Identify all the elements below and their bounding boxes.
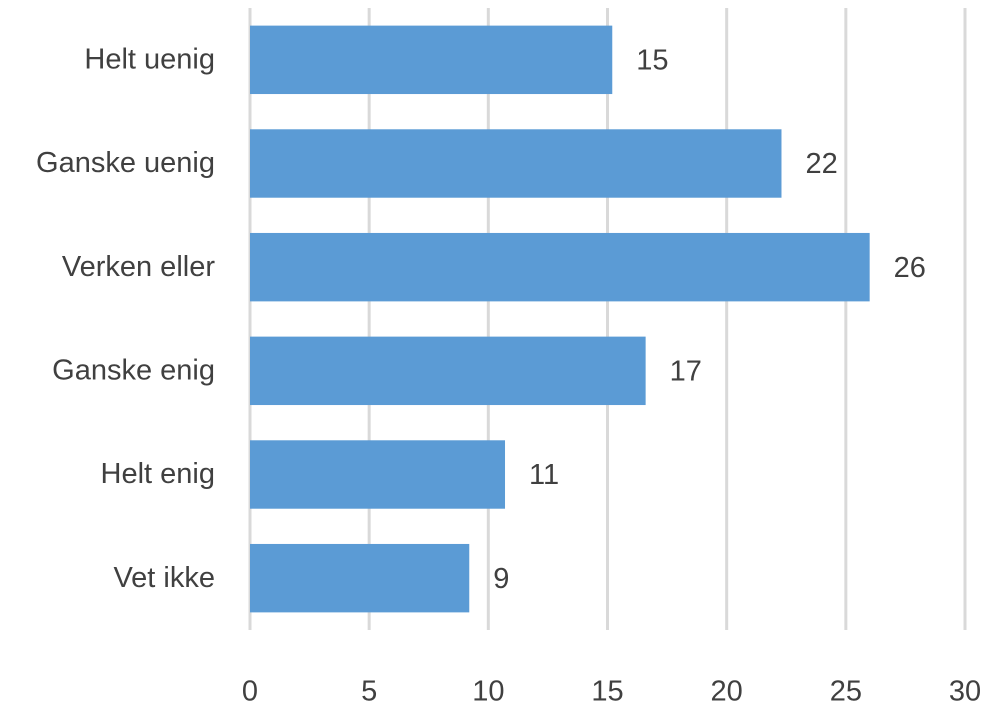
x-tick-label: 10 — [472, 676, 504, 708]
bar — [250, 25, 613, 95]
data-label: 17 — [670, 355, 702, 387]
x-tick-label: 5 — [361, 676, 377, 708]
bar — [250, 440, 506, 509]
data-label: 15 — [636, 44, 668, 76]
x-tick-label: 15 — [591, 676, 623, 708]
x-tick-label: 20 — [711, 676, 743, 708]
data-label: 22 — [805, 148, 837, 180]
y-tick-label: Vet ikke — [113, 562, 215, 594]
bar — [250, 232, 870, 302]
y-tick-label: Ganske enig — [52, 354, 215, 386]
y-tick-label: Helt enig — [101, 458, 215, 490]
x-tick-label: 30 — [949, 676, 981, 708]
data-label: 26 — [894, 252, 926, 284]
x-tick-label: 25 — [830, 676, 862, 708]
bar — [250, 129, 782, 198]
x-tick-label: 0 — [242, 676, 258, 708]
bar — [250, 336, 646, 406]
y-tick-label: Helt uenig — [84, 43, 215, 75]
data-label: 9 — [493, 563, 509, 595]
y-tick-label: Ganske uenig — [36, 147, 215, 179]
bar — [250, 543, 470, 613]
data-label: 11 — [529, 459, 559, 491]
y-tick-label: Verken eller — [62, 251, 215, 283]
